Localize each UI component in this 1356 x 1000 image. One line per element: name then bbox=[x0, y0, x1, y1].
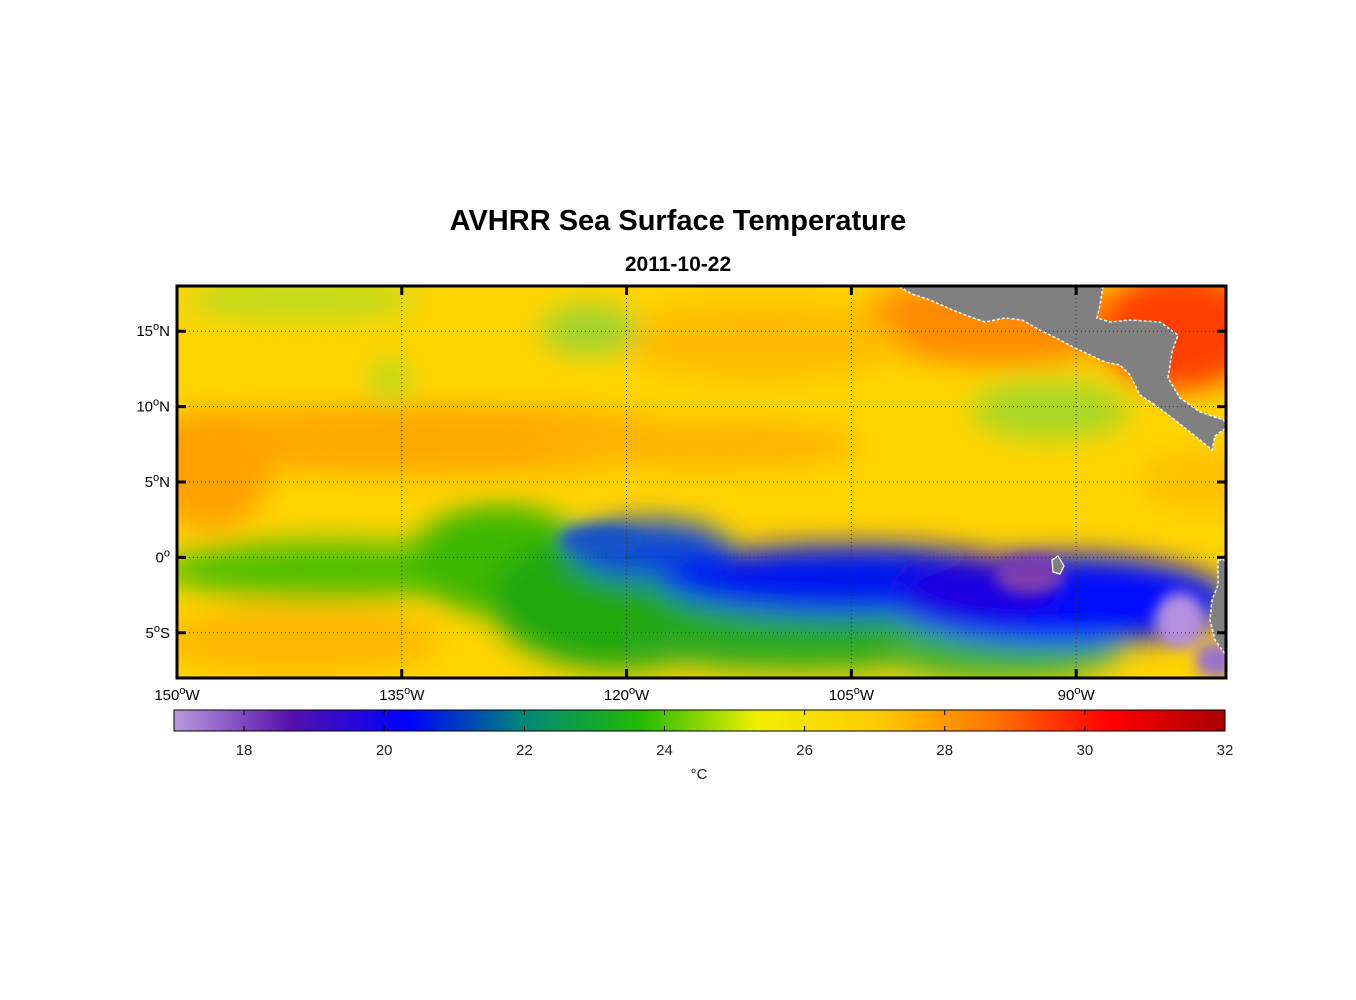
colorbar-tick-label: 26 bbox=[796, 742, 813, 759]
colorbar-tick-label: 30 bbox=[1077, 742, 1094, 759]
colorbar-tick-label: 32 bbox=[1217, 742, 1234, 759]
grid bbox=[177, 286, 1226, 678]
axis-ticks bbox=[175, 286, 1226, 678]
x-tick-label: 120oW bbox=[604, 685, 650, 704]
y-tick-label: 0o bbox=[156, 547, 170, 566]
colorbar-tick-label: 20 bbox=[376, 742, 393, 759]
x-axis: 150oW 135oW 120oW 105oW 90oW bbox=[154, 685, 1095, 704]
colorbar-unit: °C bbox=[691, 766, 708, 783]
x-tick-label: 150oW bbox=[154, 685, 200, 704]
land bbox=[896, 286, 1226, 657]
y-tick-label: 5oS bbox=[146, 623, 170, 642]
x-tick-label: 135oW bbox=[379, 685, 425, 704]
y-axis: 15oN 10oN 5oN 0o 5oS bbox=[136, 321, 170, 642]
map-title: AVHRR Sea Surface Temperature bbox=[449, 205, 907, 237]
y-tick-label: 5oN bbox=[145, 472, 170, 491]
colorbar-tick-label: 22 bbox=[516, 742, 533, 759]
y-tick-label: 15oN bbox=[136, 321, 170, 340]
x-tick-label: 90oW bbox=[1058, 685, 1096, 704]
colorbar-tick-label: 18 bbox=[236, 742, 253, 759]
colorbar: 18 20 22 24 26 28 30 32 °C bbox=[173, 709, 1234, 783]
y-tick-label: 10oN bbox=[136, 397, 170, 416]
x-tick-label: 105oW bbox=[829, 685, 875, 704]
map-date: 2011-10-22 bbox=[624, 253, 732, 276]
colorbar-tick-label: 28 bbox=[936, 742, 953, 759]
colorbar-tick-label: 24 bbox=[656, 742, 673, 759]
